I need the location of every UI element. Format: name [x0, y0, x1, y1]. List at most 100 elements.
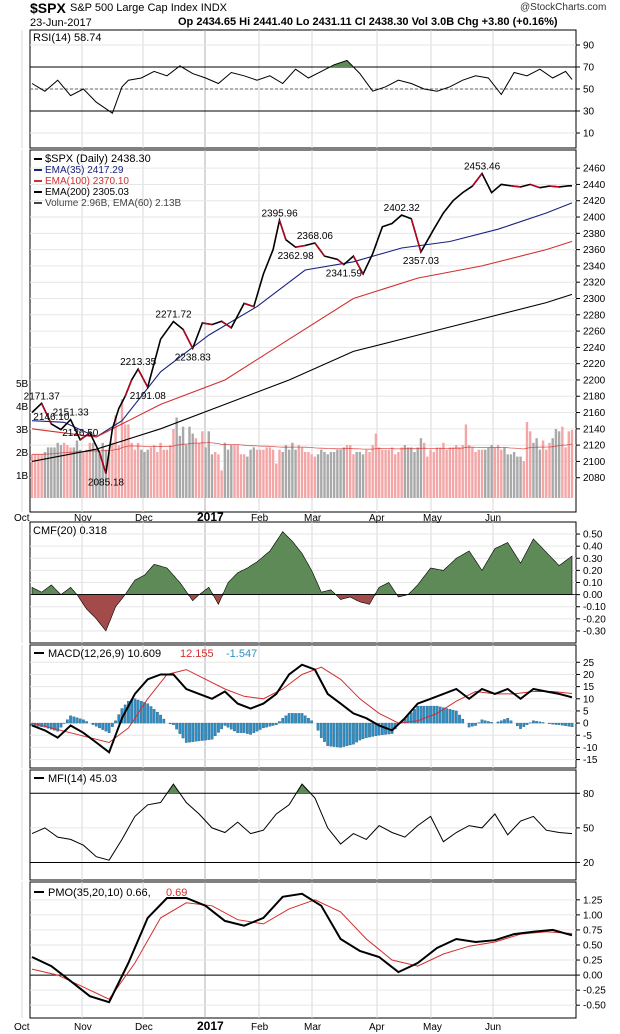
- macd-histogram-bar: [249, 722, 252, 735]
- macd-histogram-bar: [332, 722, 336, 747]
- price-annotation: 2213.35: [120, 357, 157, 368]
- price-tick-label: 2380: [583, 229, 606, 240]
- volume-bar: [175, 417, 178, 498]
- price-tick-label: 2280: [583, 310, 606, 321]
- volume-bar: [239, 454, 243, 498]
- pmo-month-label: Apr: [369, 1022, 385, 1033]
- volume-bar: [349, 445, 352, 498]
- macd-histogram-bar: [567, 722, 571, 727]
- macd-histogram-bar: [499, 720, 503, 724]
- rsi-tick-label: 30: [583, 107, 595, 118]
- volume-bar: [297, 445, 300, 498]
- price-annotation: 2191.08: [130, 391, 167, 402]
- macd-histogram-bar: [239, 722, 243, 733]
- volume-bar: [339, 449, 342, 498]
- volume-bar: [152, 445, 156, 498]
- macd-histogram-bar: [78, 718, 82, 724]
- volume-bar: [82, 452, 85, 498]
- macd-histogram-bar: [69, 715, 72, 724]
- pmo-month-label: Nov: [74, 1022, 92, 1033]
- macd-histogram-bar: [226, 722, 230, 728]
- volume-bar: [538, 449, 542, 498]
- volume-bar: [143, 452, 146, 498]
- macd-signal-line: [31, 666, 573, 744]
- macd-histogram-bar: [448, 709, 452, 724]
- volume-bar: [429, 449, 432, 498]
- price-tick-label: 2320: [583, 278, 606, 289]
- pmo-panel-frame: [29, 881, 577, 1019]
- mfi-tick-label: 80: [583, 789, 595, 800]
- volume-bar: [496, 445, 500, 498]
- pmo-signal-line: [31, 899, 573, 1000]
- volume-bar: [493, 447, 497, 498]
- volume-bar: [406, 447, 410, 498]
- macd-histogram-bar: [66, 719, 69, 724]
- volume-bar: [541, 440, 545, 498]
- macd-histogram-bar: [252, 722, 256, 733]
- macd-histogram-bar: [516, 722, 519, 727]
- volume-bar: [281, 452, 284, 498]
- mfi-legend: MFI(14) 45.03: [48, 773, 117, 785]
- price-segment: [79, 432, 91, 441]
- price-month-label: Oct: [14, 513, 30, 524]
- macd-histogram-bar: [72, 716, 76, 724]
- price-tick-label: 2220: [583, 359, 606, 370]
- price-tick-label: 2160: [583, 408, 606, 419]
- macd-histogram-bar: [451, 709, 455, 724]
- volume-bar: [284, 445, 288, 498]
- volume-bar: [503, 447, 506, 498]
- volume-tick-label: 1B: [16, 471, 29, 482]
- volume-bar: [548, 442, 551, 498]
- macd-signal-value: 12.155: [180, 648, 214, 660]
- volume-bar: [188, 426, 191, 498]
- macd-histogram-bar: [519, 722, 522, 729]
- macd-histogram-bar: [223, 722, 227, 726]
- rsi-tick-label: 70: [583, 63, 595, 74]
- macd-histogram-bar: [509, 720, 513, 724]
- macd-histogram-bar: [342, 722, 346, 747]
- volume-bar: [358, 452, 362, 498]
- price-annotation: 2146.10: [33, 412, 70, 423]
- price-tick-label: 2180: [583, 392, 606, 403]
- volume-bar: [329, 452, 333, 498]
- volume-bar: [278, 449, 281, 498]
- volume-bar: [445, 449, 448, 498]
- rsi-line: [31, 59, 573, 114]
- price-segment: [295, 244, 306, 248]
- cmf-tick-label: 0.50: [583, 530, 603, 541]
- volume-bar: [172, 429, 175, 498]
- volume-bar: [532, 442, 535, 498]
- rsi-tick-label: 50: [583, 85, 595, 96]
- price-annotation: 2362.98: [278, 251, 315, 262]
- price-month-label: Mar: [304, 513, 322, 524]
- macd-histogram-bar: [101, 722, 105, 730]
- macd-histogram-bar: [46, 722, 50, 729]
- volume-bar: [223, 442, 227, 498]
- cmf-legend: CMF(20) 0.318: [33, 525, 107, 537]
- volume-bar: [316, 454, 320, 498]
- ticker-symbol: $SPX: [30, 0, 66, 16]
- volume-bar: [95, 449, 98, 498]
- volume-bar: [275, 463, 278, 498]
- cmf-tick-label: 0.10: [583, 578, 603, 589]
- volume-bar: [104, 449, 108, 498]
- price-segment: [352, 255, 364, 275]
- pmo-tick-label: 0.25: [583, 956, 603, 967]
- macd-histogram-bar: [75, 717, 79, 724]
- description-text: S&P 500 Large Cap Index: [70, 2, 198, 14]
- macd-histogram-bar: [194, 722, 198, 742]
- macd-histogram-bar: [310, 720, 313, 724]
- volume-bar: [197, 442, 201, 498]
- volume-bar: [30, 454, 34, 498]
- macd-histogram-bar: [419, 705, 423, 724]
- volume-bar: [178, 435, 182, 498]
- macd-histogram-bar: [541, 722, 545, 724]
- price-annotation: 2171.37: [24, 391, 61, 402]
- volume-bar: [43, 452, 47, 498]
- price-legend-entry: EMA(200) 2305.03: [45, 187, 129, 198]
- macd-histogram-bar: [561, 722, 564, 726]
- macd-histogram-bar: [181, 722, 185, 739]
- pmo-tick-label: 1.00: [583, 910, 603, 921]
- macd-histogram-bar: [422, 705, 426, 724]
